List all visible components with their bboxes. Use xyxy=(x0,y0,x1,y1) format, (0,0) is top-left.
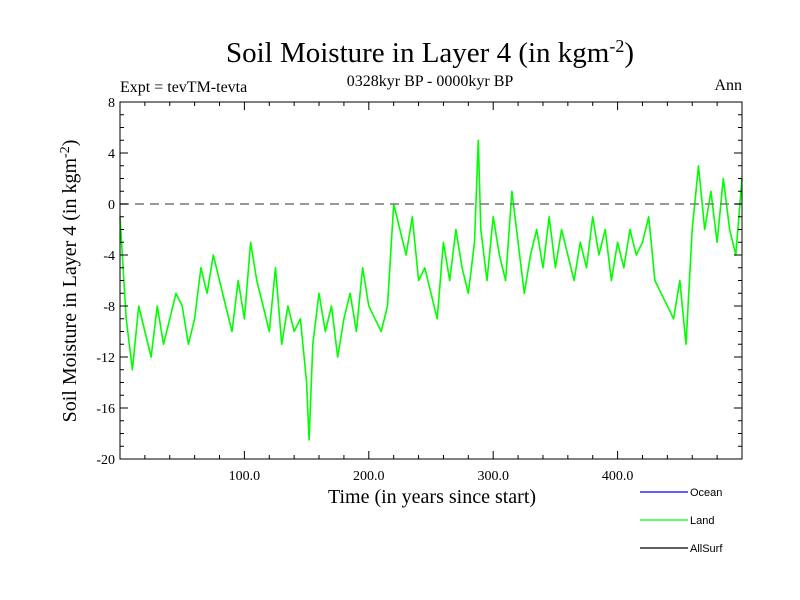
x-tick-label: 400.0 xyxy=(602,469,634,484)
y-tick-label: 0 xyxy=(108,198,115,213)
plot-frame xyxy=(119,101,743,460)
chart-subtitle-center: 0328kyr BP - 0000kyr BP xyxy=(347,73,514,90)
chart-title: Soil Moisture in Layer 4 (in kgm-2) xyxy=(226,36,634,69)
chart-subtitle-left: Expt = tevTM-tevta xyxy=(120,79,247,96)
x-axis-label: Time (in years since start) xyxy=(328,486,536,508)
y-tick-label: -20 xyxy=(96,453,115,468)
series-line-land xyxy=(119,139,743,441)
y-tick-label: -12 xyxy=(96,351,115,366)
legend-label-land: Land xyxy=(690,515,714,527)
y-tick-label: -16 xyxy=(96,402,115,417)
y-tick-label: 8 xyxy=(108,96,115,111)
legend: Ocean Land AllSurf xyxy=(640,487,723,555)
ticks-layer xyxy=(120,101,742,460)
series-layer xyxy=(119,139,743,441)
y-tick-label: -8 xyxy=(103,300,115,315)
x-tick-label: 100.0 xyxy=(229,469,261,484)
legend-label-allsurf: AllSurf xyxy=(690,543,723,555)
y-axis-label: Soil Moisture in Layer 4 (in kgm-2) xyxy=(58,140,82,423)
legend-label-ocean: Ocean xyxy=(690,487,722,499)
x-tick-label: 200.0 xyxy=(353,469,385,484)
y-tick-label: -4 xyxy=(103,249,115,264)
chart-subtitle-right: Ann xyxy=(714,77,742,94)
tick-labels-layer: 8 4 0 -4 -8 -12 -16 -20 100.0 200.0 300.0 400.0 xyxy=(96,96,633,484)
y-tick-label: 4 xyxy=(108,147,115,162)
x-tick-label: 300.0 xyxy=(477,469,509,484)
